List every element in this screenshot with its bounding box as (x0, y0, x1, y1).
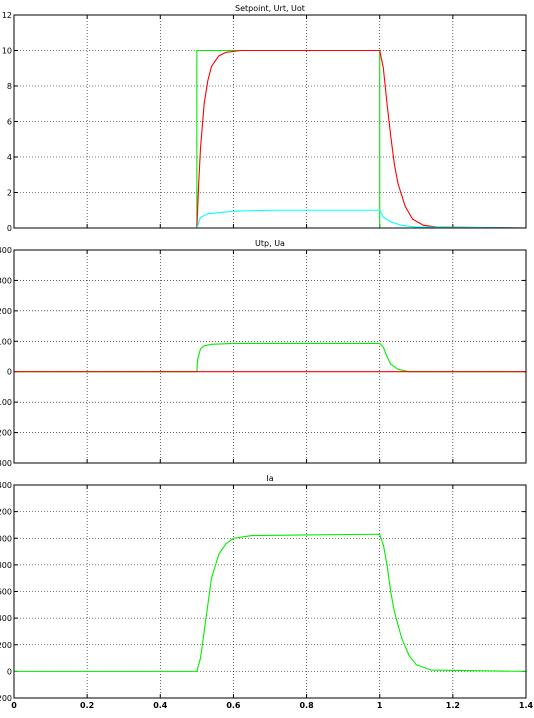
panel-1: 0 2 4 6 8 10 12 Setpoint, Urt, Uot (2, 4, 527, 233)
y-tick-label: 8 (7, 82, 12, 91)
series-line-1 (14, 533, 527, 672)
plot-area (14, 250, 526, 463)
x-tick-label: 0.4 (153, 701, 168, 710)
plot-frame (13, 484, 527, 699)
y-tick-label: 0 (7, 368, 12, 377)
x-tick-label: 1 (377, 701, 383, 710)
y-tick-label: 400 (0, 246, 12, 255)
y-tick-label: 4 (7, 153, 12, 162)
y-tick-label: 200 (0, 641, 12, 650)
y-tick-label: 2 (7, 189, 12, 198)
x-tick-label: 0.6 (226, 701, 241, 710)
y-tick-label: 6 (7, 118, 12, 127)
x-tick-label: 1.4 (519, 701, 534, 710)
y-tick-label: 12 (2, 11, 12, 20)
series-line-3 (14, 209, 527, 229)
y-tick-label: 100 (0, 337, 12, 346)
x-tick-label: 0.2 (80, 701, 94, 710)
series-line-2 (14, 49, 527, 229)
x-tick-label: 0.8 (299, 701, 314, 710)
chart-title: Utp, Ua (255, 239, 285, 248)
plot-frame (13, 14, 527, 229)
y-tick-label: 10 (2, 47, 12, 56)
y-tick-label: 600 (0, 588, 12, 597)
y-tick-label: 1400 (0, 481, 12, 490)
y-tick-label: -300 (0, 459, 12, 468)
y-tick-label: -200 (0, 694, 12, 703)
y-tick-label: 0 (7, 667, 12, 676)
y-tick-label: 1000 (0, 534, 12, 543)
y-tick-label: -100 (0, 398, 12, 407)
panel-2: -300 -200 -100 0 100 200 300 400 Utp, Ua (0, 239, 527, 468)
chart-title: Setpoint, Urt, Uot (235, 4, 305, 13)
y-tick-label: 0 (7, 224, 12, 233)
series-line-1 (14, 342, 526, 373)
x-tick-label: 1.2 (446, 701, 460, 710)
y-tick-label: 200 (0, 307, 12, 316)
x-tick-label: 0 (11, 701, 17, 710)
chart-title: Ia (266, 474, 273, 483)
y-tick-label: 400 (0, 614, 12, 623)
panel-3: -200020040060080010001200140000.20.40.60… (0, 474, 534, 710)
y-tick-label: -200 (0, 429, 12, 438)
y-tick-label: 300 (0, 276, 12, 285)
y-tick-label: 1200 (0, 508, 12, 517)
y-tick-label: 800 (0, 561, 12, 570)
plot-frame (13, 249, 527, 464)
